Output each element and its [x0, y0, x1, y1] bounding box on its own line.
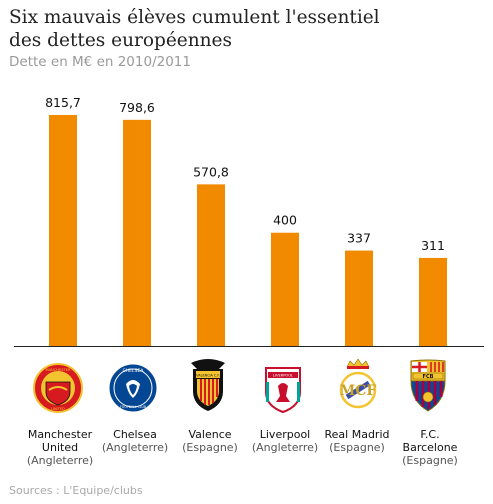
club-name-line1: Manchester [27, 428, 93, 441]
source-note: Sources : L'Equipe/clubs [9, 484, 143, 497]
manchester-united-crest-icon: MANCHESTER UNITED [33, 363, 83, 413]
club-country: (Angleterre) [101, 441, 169, 454]
title-line-2: des dettes européennes [9, 30, 233, 51]
valencia-crest-icon: VALENCIA C.F. [191, 359, 225, 411]
club-country: (Angleterre) [251, 441, 319, 454]
bar-2 [123, 119, 151, 346]
bar-value-label-6: 311 [421, 238, 445, 253]
bar-1 [49, 115, 77, 346]
real-madrid-monogram: MCF [340, 383, 377, 399]
chart-title: Six mauvais élèves cumulent l'essentiel … [9, 6, 479, 52]
club-country: (Angleterre) [26, 454, 94, 467]
club-country: (Espagne) [182, 441, 238, 454]
club-name-line2: United [41, 441, 79, 454]
mu-crest-bottom-text: UNITED [51, 407, 65, 411]
club-name-line1: Liverpool [259, 428, 311, 441]
club-label-manchester-united: Manchester United (Angleterre) [18, 428, 102, 467]
bar-3 [197, 184, 225, 346]
club-label-fc-barcelone: F.C. Barcelone (Espagne) [388, 428, 472, 467]
club-label-valence: Valence (Espagne) [168, 428, 252, 454]
liverpool-crest-icon: LIVERPOOL [265, 367, 301, 414]
barcelona-crest-text: FCB [423, 374, 434, 380]
bar-4 [271, 232, 299, 346]
chelsea-crest-bottom-text: FOOTBALL CLUB [120, 405, 146, 409]
barcelona-crest-icon: FCB [410, 359, 446, 412]
club-name-line1: F.C. [420, 428, 440, 441]
valencia-crest-text: VALENCIA C.F. [196, 374, 220, 378]
real-madrid-crest-icon: MCF [340, 358, 377, 409]
club-label-liverpool: Liverpool (Angleterre) [243, 428, 327, 454]
club-name-line1: Real Madrid [324, 428, 390, 441]
club-country: (Espagne) [402, 454, 458, 467]
club-label-real-madrid: Real Madrid (Espagne) [315, 428, 399, 454]
liverpool-crest-text: LIVERPOOL [273, 374, 293, 378]
chart-subtitle: Dette en M€ en 2010/2011 [9, 54, 191, 70]
bar-value-label-1: 815,7 [45, 95, 81, 110]
bar-5 [345, 250, 373, 346]
mu-crest-top-text: MANCHESTER [46, 368, 71, 372]
bar-value-label-4: 400 [273, 213, 297, 228]
bar-chart: 815,7 798,6 570,8 400 337 311 [14, 95, 484, 347]
club-name-line1: Chelsea [113, 428, 157, 441]
club-name-line1: Valence [188, 428, 232, 441]
chelsea-crest-top-text: CHELSEA [122, 368, 144, 374]
bar-6 [419, 257, 447, 346]
bar-value-label-3: 570,8 [193, 164, 229, 179]
title-line-1: Six mauvais élèves cumulent l'essentiel [9, 7, 380, 28]
chelsea-crest-icon: CHELSEA FOOTBALL CLUB [108, 363, 158, 413]
club-name-line2: Barcelone [402, 441, 458, 454]
bar-value-label-5: 337 [347, 231, 371, 246]
club-country: (Espagne) [329, 441, 385, 454]
bar-value-label-2: 798,6 [119, 100, 155, 115]
club-label-chelsea: Chelsea (Angleterre) [93, 428, 177, 454]
